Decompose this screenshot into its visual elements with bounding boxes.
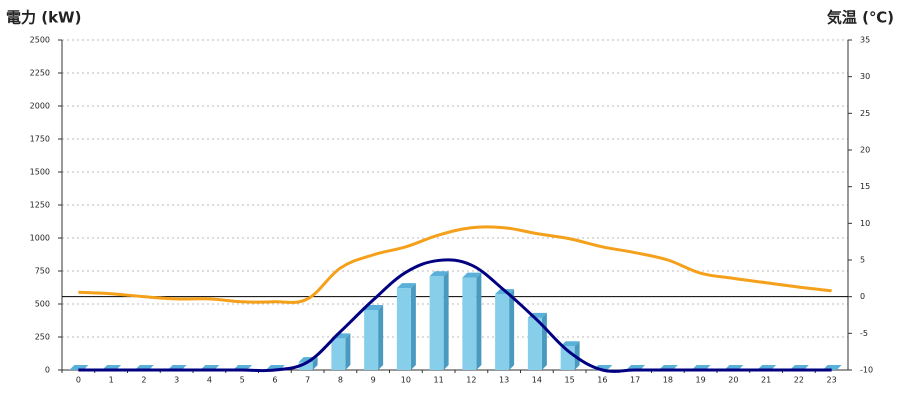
bar-top <box>364 304 384 310</box>
bar-side <box>345 333 351 370</box>
y-tick-label: 500 <box>35 300 50 309</box>
y-axis-title: 電力 (kW) <box>6 9 81 27</box>
bar <box>364 309 379 370</box>
x-tick-label: 8 <box>338 376 343 385</box>
bar-side <box>574 341 580 370</box>
y-tick-label: 0 <box>45 366 50 375</box>
y-tick-label: 1500 <box>30 168 50 177</box>
y2-tick-label: 35 <box>860 36 870 45</box>
bar <box>527 317 542 370</box>
bar <box>396 288 411 370</box>
bar <box>298 362 313 370</box>
y2-tick-label: 0 <box>860 292 865 301</box>
x-tick-label: 4 <box>207 376 212 385</box>
bar <box>495 294 510 370</box>
y2-tick-label: 15 <box>860 182 870 191</box>
y-tick-label: 2250 <box>30 69 50 78</box>
x-tick-label: 22 <box>794 376 804 385</box>
y-tick-label: 250 <box>35 333 50 342</box>
y2-tick-label: 20 <box>860 146 870 155</box>
y-tick-label: 1250 <box>30 201 50 210</box>
bar-top <box>429 271 449 277</box>
x-tick-label: 1 <box>109 376 114 385</box>
bar-side <box>312 357 318 370</box>
x-tick-label: 2 <box>141 376 146 385</box>
x-tick-label: 16 <box>597 376 607 385</box>
y-tick-label: 1000 <box>30 234 50 243</box>
y2-tick-label: -10 <box>860 366 873 375</box>
bar-top <box>560 341 580 347</box>
y2-tick-label: 10 <box>860 219 870 228</box>
x-tick-label: 12 <box>466 376 476 385</box>
line <box>78 225 832 304</box>
x-tick-label: 3 <box>174 376 179 385</box>
y-tick-label: 750 <box>35 267 50 276</box>
x-tick-label: 6 <box>272 376 277 385</box>
x-tick-label: 15 <box>565 376 575 385</box>
x-tick-label: 17 <box>630 376 640 385</box>
x-tick-label: 9 <box>371 376 376 385</box>
bar-side <box>443 271 449 370</box>
x-tick-label: 19 <box>696 376 706 385</box>
bar-side <box>541 312 547 370</box>
y2-tick-label: -5 <box>860 329 868 338</box>
x-tick-label: 11 <box>434 376 444 385</box>
x-tick-label: 0 <box>76 376 81 385</box>
x-tick-label: 5 <box>240 376 245 385</box>
x-tick-label: 23 <box>827 376 837 385</box>
bar-top <box>462 272 482 278</box>
bar-side <box>410 283 416 370</box>
x-tick-label: 7 <box>305 376 310 385</box>
y2-tick-label: 30 <box>860 72 870 81</box>
y-tick-label: 2000 <box>30 102 50 111</box>
x-tick-label: 21 <box>761 376 771 385</box>
line <box>78 258 832 373</box>
x-tick-label: 13 <box>499 376 509 385</box>
bar-side <box>476 272 482 370</box>
bar <box>462 277 477 370</box>
x-tick-label: 20 <box>728 376 738 385</box>
x-tick-label: 14 <box>532 376 542 385</box>
y2-axis-title: 気温 (℃) <box>827 9 894 27</box>
y2-tick-label: 5 <box>860 256 865 265</box>
bar-side <box>509 289 515 370</box>
bar-side <box>378 304 384 370</box>
bar <box>429 276 444 370</box>
bar-top <box>396 283 416 289</box>
x-tick-label: 10 <box>401 376 411 385</box>
y-tick-label: 1750 <box>30 135 50 144</box>
y-tick-label: 2500 <box>30 36 50 45</box>
x-tick-label: 18 <box>663 376 673 385</box>
bar <box>331 338 346 370</box>
y2-tick-label: 25 <box>860 109 870 118</box>
